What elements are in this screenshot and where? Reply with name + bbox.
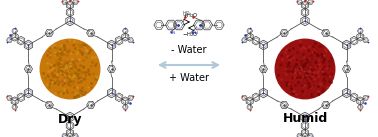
Text: HO: HO [182,11,190,16]
Text: NH: NH [192,31,198,35]
Text: $-$H$_2$O: $-$H$_2$O [182,30,198,39]
Text: N: N [172,31,175,35]
Text: +H$_2$O: +H$_2$O [182,11,198,20]
Text: - Water: - Water [171,45,207,55]
Text: + Water: + Water [169,73,209,83]
Text: Humid: Humid [282,112,328,125]
Circle shape [40,39,100,99]
FancyArrowPatch shape [160,62,218,68]
Circle shape [275,39,335,99]
Text: Dry: Dry [58,112,82,125]
